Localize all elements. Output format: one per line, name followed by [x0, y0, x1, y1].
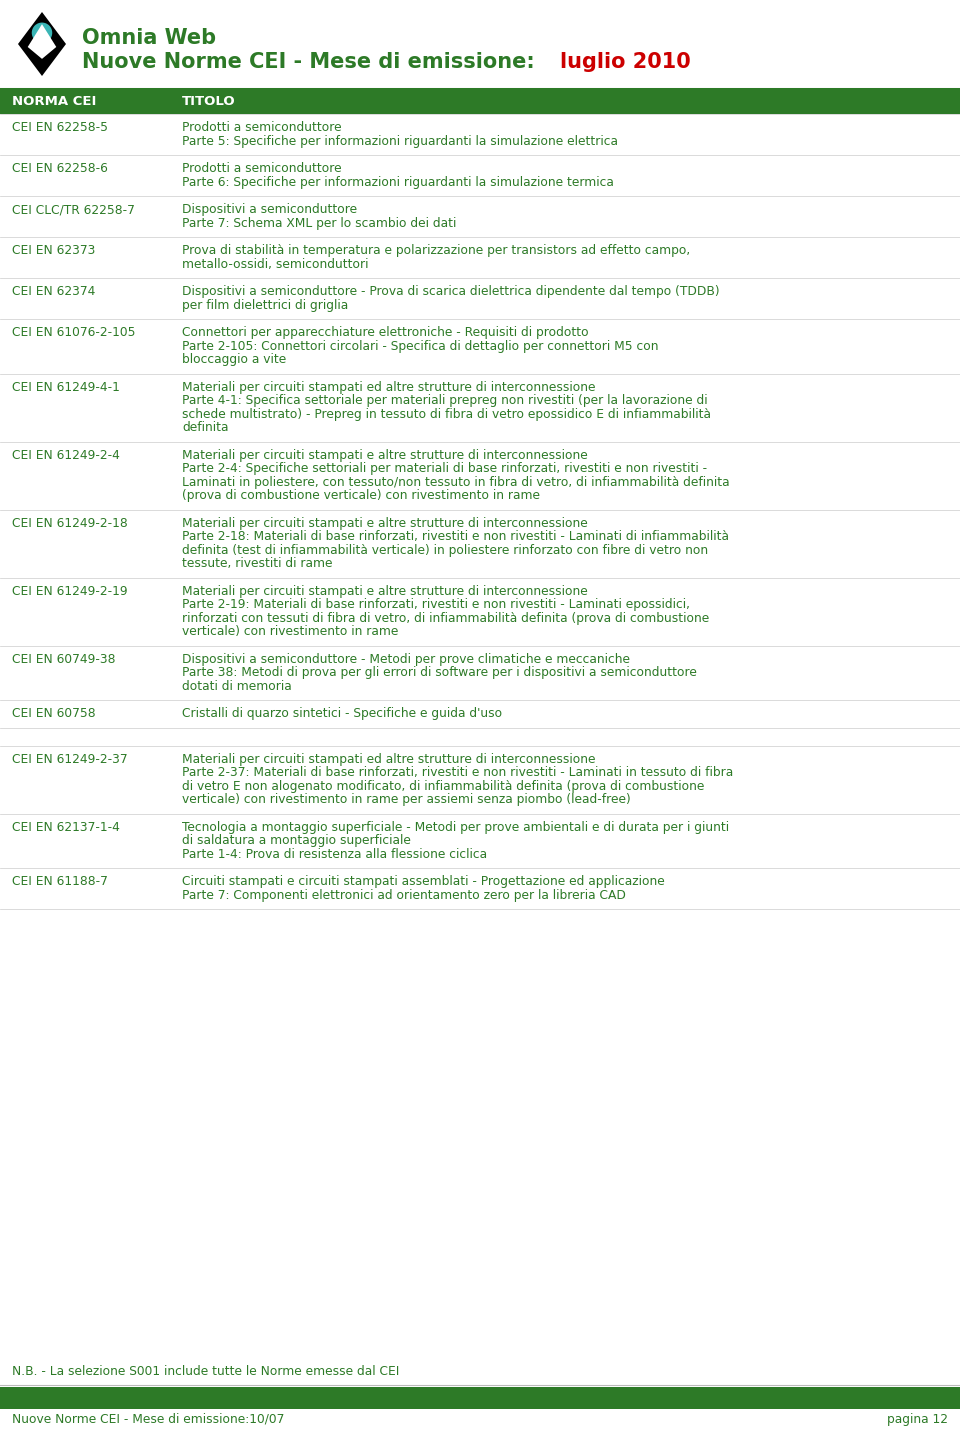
Text: metallo-ossidi, semiconduttori: metallo-ossidi, semiconduttori	[182, 258, 369, 271]
Text: Parte 4-1: Specifica settoriale per materiali prepreg non rivestiti (per la lavo: Parte 4-1: Specifica settoriale per mate…	[182, 394, 708, 407]
Text: verticale) con rivestimento in rame: verticale) con rivestimento in rame	[182, 625, 398, 638]
Text: CEI EN 62373: CEI EN 62373	[12, 244, 95, 257]
Text: per film dielettrici di griglia: per film dielettrici di griglia	[182, 298, 348, 311]
Text: luglio 2010: luglio 2010	[560, 52, 691, 72]
Bar	[0, 1387, 960, 1409]
Text: Parte 2-37: Materiali di base rinforzati, rivestiti e non rivestiti - Laminati i: Parte 2-37: Materiali di base rinforzati…	[182, 767, 733, 780]
Text: Parte 2-4: Specifiche settoriali per materiali di base rinforzati, rivestiti e n: Parte 2-4: Specifiche settoriali per mat…	[182, 461, 708, 474]
Text: Materiali per circuiti stampati e altre strutture di interconnessione: Materiali per circuiti stampati e altre …	[182, 516, 588, 530]
Text: CEI EN 61249-2-4: CEI EN 61249-2-4	[12, 449, 120, 461]
Text: CEI EN 61188-7: CEI EN 61188-7	[12, 876, 108, 888]
Text: Parte 2-18: Materiali di base rinforzati, rivestiti e non rivestiti - Laminati d: Parte 2-18: Materiali di base rinforzati…	[182, 530, 729, 543]
Text: verticale) con rivestimento in rame per assiemi senza piombo (lead-free): verticale) con rivestimento in rame per …	[182, 792, 631, 805]
Text: Parte 1-4: Prova di resistenza alla flessione ciclica: Parte 1-4: Prova di resistenza alla fles…	[182, 847, 487, 860]
Text: CEI EN 61249-2-37: CEI EN 61249-2-37	[12, 752, 128, 765]
Text: di saldatura a montaggio superficiale: di saldatura a montaggio superficiale	[182, 834, 411, 847]
Text: Materiali per circuiti stampati ed altre strutture di interconnessione: Materiali per circuiti stampati ed altre…	[182, 381, 595, 394]
Text: rinforzati con tessuti di fibra di vetro, di infiammabilità definita (prova di c: rinforzati con tessuti di fibra di vetro…	[182, 612, 709, 625]
Text: Parte 6: Specifiche per informazioni riguardanti la simulazione termica: Parte 6: Specifiche per informazioni rig…	[182, 175, 613, 189]
Text: CEI EN 61249-2-19: CEI EN 61249-2-19	[12, 585, 128, 598]
Text: Materiali per circuiti stampati ed altre strutture di interconnessione: Materiali per circuiti stampati ed altre…	[182, 752, 595, 765]
Text: CEI EN 61076-2-105: CEI EN 61076-2-105	[12, 325, 135, 340]
Text: CEI CLC/TR 62258-7: CEI CLC/TR 62258-7	[12, 203, 134, 216]
Text: CEI EN 60758: CEI EN 60758	[12, 706, 96, 719]
Text: Dispositivi a semiconduttore: Dispositivi a semiconduttore	[182, 203, 357, 216]
Text: Parte 7: Schema XML per lo scambio dei dati: Parte 7: Schema XML per lo scambio dei d…	[182, 216, 456, 229]
Text: CEI EN 62258-5: CEI EN 62258-5	[12, 120, 108, 135]
Text: schede multistrato) - Prepreg in tessuto di fibra di vetro epossidico E di infia: schede multistrato) - Prepreg in tessuto…	[182, 407, 711, 420]
Text: CEI EN 62258-6: CEI EN 62258-6	[12, 162, 108, 175]
Text: bloccaggio a vite: bloccaggio a vite	[182, 353, 286, 365]
Text: Omnia Web: Omnia Web	[82, 29, 216, 47]
Text: Laminati in poliestere, con tessuto/non tessuto in fibra di vetro, di infiammabi: Laminati in poliestere, con tessuto/non …	[182, 476, 730, 489]
Text: Cristalli di quarzo sintetici - Specifiche e guida d'uso: Cristalli di quarzo sintetici - Specific…	[182, 706, 502, 719]
Text: tessute, rivestiti di rame: tessute, rivestiti di rame	[182, 557, 332, 570]
Text: CEI EN 60749-38: CEI EN 60749-38	[12, 652, 115, 665]
Text: Tecnologia a montaggio superficiale - Metodi per prove ambientali e di durata pe: Tecnologia a montaggio superficiale - Me…	[182, 821, 730, 834]
Text: Dispositivi a semiconduttore - Metodi per prove climatiche e meccaniche: Dispositivi a semiconduttore - Metodi pe…	[182, 652, 630, 665]
Text: Parte 7: Componenti elettronici ad orientamento zero per la libreria CAD: Parte 7: Componenti elettronici ad orien…	[182, 888, 626, 901]
Text: Prodotti a semiconduttore: Prodotti a semiconduttore	[182, 120, 342, 135]
Text: TITOLO: TITOLO	[182, 95, 235, 107]
Text: CEI EN 61249-2-18: CEI EN 61249-2-18	[12, 516, 128, 530]
Text: (prova di combustione verticale) con rivestimento in rame: (prova di combustione verticale) con riv…	[182, 489, 540, 502]
Circle shape	[32, 23, 52, 43]
Text: Dispositivi a semiconduttore - Prova di scarica dielettrica dipendente dal tempo: Dispositivi a semiconduttore - Prova di …	[182, 285, 720, 298]
Text: Nuove Norme CEI - Mese di emissione:: Nuove Norme CEI - Mese di emissione:	[82, 52, 535, 72]
Text: Parte 38: Metodi di prova per gli errori di software per i dispositivi a semicon: Parte 38: Metodi di prova per gli errori…	[182, 666, 697, 679]
Text: dotati di memoria: dotati di memoria	[182, 679, 292, 692]
Text: di vetro E non alogenato modificato, di infiammabilità definita (prova di combus: di vetro E non alogenato modificato, di …	[182, 780, 705, 792]
Text: pagina 12: pagina 12	[887, 1413, 948, 1426]
Text: Connettori per apparecchiature elettroniche - Requisiti di prodotto: Connettori per apparecchiature elettroni…	[182, 325, 588, 340]
Text: CEI EN 62137-1-4: CEI EN 62137-1-4	[12, 821, 120, 834]
Text: Nuove Norme CEI - Mese di emissione:10/07: Nuove Norme CEI - Mese di emissione:10/0…	[12, 1413, 284, 1426]
Text: definita (test di infiammabilità verticale) in poliestere rinforzato con fibre d: definita (test di infiammabilità vertica…	[182, 543, 708, 556]
Text: Materiali per circuiti stampati e altre strutture di interconnessione: Materiali per circuiti stampati e altre …	[182, 449, 588, 461]
Text: Prodotti a semiconduttore: Prodotti a semiconduttore	[182, 162, 342, 175]
Text: Materiali per circuiti stampati e altre strutture di interconnessione: Materiali per circuiti stampati e altre …	[182, 585, 588, 598]
Text: definita: definita	[182, 421, 228, 434]
Text: N.B. - La selezione S001 include tutte le Norme emesse dal CEI: N.B. - La selezione S001 include tutte l…	[12, 1366, 399, 1379]
Polygon shape	[18, 11, 66, 76]
Text: CEI EN 62374: CEI EN 62374	[12, 285, 95, 298]
Text: Parte 2-105: Connettori circolari - Specifica di dettaglio per connettori M5 con: Parte 2-105: Connettori circolari - Spec…	[182, 340, 659, 353]
Text: Prova di stabilità in temperatura e polarizzazione per transistors ad effetto ca: Prova di stabilità in temperatura e pola…	[182, 244, 690, 257]
Text: Parte 5: Specifiche per informazioni riguardanti la simulazione elettrica: Parte 5: Specifiche per informazioni rig…	[182, 135, 618, 148]
Bar	[0, 87, 960, 115]
Text: Circuiti stampati e circuiti stampati assemblati - Progettazione ed applicazione: Circuiti stampati e circuiti stampati as…	[182, 876, 664, 888]
Text: NORMA CEI: NORMA CEI	[12, 95, 96, 107]
Text: Parte 2-19: Materiali di base rinforzati, rivestiti e non rivestiti - Laminati e: Parte 2-19: Materiali di base rinforzati…	[182, 598, 690, 610]
Text: CEI EN 61249-4-1: CEI EN 61249-4-1	[12, 381, 120, 394]
Polygon shape	[28, 24, 57, 59]
